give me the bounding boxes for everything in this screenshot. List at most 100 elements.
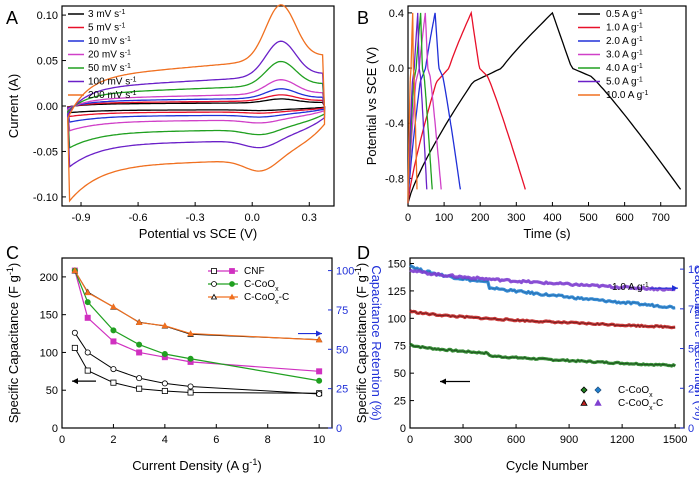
cycling-series-2 <box>409 309 676 330</box>
capacitance-point-1 <box>84 349 91 356</box>
x-axis-d-tick-label: 1200 <box>610 434 634 446</box>
legend-label-b-6: 10.0 A g-1 <box>606 90 648 102</box>
x-axis-a-tick-label: 0.0 <box>245 212 260 224</box>
x-axis-d-tick-label: 0 <box>407 434 413 446</box>
legend-label-a-5: 100 mV s-1 <box>88 76 137 88</box>
x-axis-c-tick-label: 0 <box>59 434 65 446</box>
legend-marker-d-0 <box>580 386 588 394</box>
y-axis-b-tick-label: 0.4 <box>389 8 404 20</box>
y-axis-d-tick-label: 150 <box>388 258 406 270</box>
arrow-right-c <box>298 330 322 337</box>
arrow-left-d <box>440 378 470 385</box>
x-axis-d-tick-label: 1500 <box>663 434 687 446</box>
capacitance-point-1 <box>187 383 194 390</box>
plot-frame-c <box>61 257 333 429</box>
x-axis-b-tick-label: 600 <box>615 212 633 224</box>
retention-point-1 <box>161 351 168 358</box>
y2-axis-label-d: Capacitance Retention (%) <box>692 265 699 420</box>
x-axis-b-tick-label: 700 <box>652 212 670 224</box>
x-axis-d-tick-label: 900 <box>560 434 578 446</box>
legend-label-a-1: 5 mV s-1 <box>88 22 125 34</box>
retention-point-0 <box>84 314 91 321</box>
x-axis-a-tick-label: -0.3 <box>186 212 205 224</box>
capacitance-point-1 <box>136 375 143 382</box>
y-axis-a-tick-label: -0.10 <box>33 192 58 204</box>
legend-label-a-0: 3 mV s-1 <box>88 9 125 21</box>
y2-axis-d-tick-label: 50 <box>688 344 699 356</box>
y-axis-a-tick-label: -0.05 <box>33 146 58 158</box>
x-axis-c-tick-label: 10 <box>313 434 325 446</box>
retention-point-1 <box>316 377 323 384</box>
y-axis-a-tick-label: 0.10 <box>37 10 58 22</box>
capacitance-point-0 <box>187 389 194 396</box>
legend-marker-c-2 <box>228 293 236 300</box>
y-axis-d-tick-label: 125 <box>388 286 406 298</box>
retention-line-0 <box>74 270 320 372</box>
x-axis-a-tick-label: -0.9 <box>72 212 91 224</box>
cv-curve-6 <box>67 4 326 203</box>
capacitance-point-1 <box>71 329 78 336</box>
y2-axis-label-c: Capacitance Retention (%) <box>369 265 384 420</box>
legend-marker-d-1 <box>594 386 602 394</box>
y-axis-c-tick-label: 150 <box>40 310 58 322</box>
capacitance-point-0 <box>161 387 168 394</box>
legend-label-b-5: 5.0 A g-1 <box>606 76 643 88</box>
y-axis-c-tick-label: 50 <box>46 385 58 397</box>
y2-axis-d-tick-label: 0 <box>688 423 694 435</box>
x-axis-c-tick-label: 4 <box>162 434 168 446</box>
retention-point-2 <box>110 303 117 310</box>
retention-line-1 <box>74 270 320 382</box>
legend-label-b-2: 2.0 A g-1 <box>606 36 643 48</box>
legend-label-a-6: 200 mV s-1 <box>88 90 137 102</box>
y-axis-c-tick-label: 100 <box>40 347 58 359</box>
retention-point-0 <box>316 368 323 375</box>
y2-axis-c-tick-label: 75 <box>336 305 348 317</box>
y-axis-c-tick-label: 0 <box>52 423 58 435</box>
y2-axis-c-tick-label: 25 <box>336 384 348 396</box>
capacitance-point-1 <box>110 366 117 373</box>
legend-marker-d-3 <box>594 399 602 406</box>
capacitance-point-0 <box>136 385 143 392</box>
legend-marker-c-2 <box>210 293 218 300</box>
y-axis-label-a: Current (A) <box>6 74 21 138</box>
capacitance-point-0 <box>84 367 91 374</box>
y2-axis-c-tick-label: 50 <box>336 344 348 356</box>
legend-label-c-2: C-CoOx-C <box>244 292 289 306</box>
y-axis-label-b: Potential vs SCE (V) <box>364 47 379 166</box>
x-axis-b-tick-label: 500 <box>579 212 597 224</box>
x-axis-b-tick-label: 300 <box>507 212 525 224</box>
y-axis-d-tick-label: 100 <box>388 313 406 325</box>
x-axis-c-tick-label: 8 <box>265 434 271 446</box>
legend-label-d-1: C-CoOx-C <box>618 398 663 412</box>
legend-marker-c-0 <box>211 268 217 274</box>
legend-label-a-2: 10 mV s-1 <box>88 36 131 48</box>
y-axis-a-tick-label: 0.00 <box>37 101 58 113</box>
retention-point-2 <box>135 319 143 326</box>
legend-label-c-0: CNF <box>244 266 265 277</box>
legend-label-a-3: 20 mV s-1 <box>88 49 131 61</box>
legend-label-b-4: 4.0 A g-1 <box>606 63 643 75</box>
y-axis-label-d: Specific Capacitance (F g-1) <box>353 263 369 424</box>
y-axis-b-tick-label: -0.8 <box>385 173 404 185</box>
x-axis-label-a: Potential vs SCE (V) <box>139 226 258 241</box>
legend-marker-d-2 <box>580 399 588 406</box>
chart-panel-b: -0.8 -0.4 0.0 0.4 0 100 200 300 400 500 600 700 Time… <box>364 5 687 241</box>
y-axis-c-tick-label: 200 <box>40 272 58 284</box>
plot-frame-b <box>407 5 687 207</box>
plot-frame-d <box>409 257 685 429</box>
legend-label-c-1: C-CoOx <box>244 279 279 293</box>
y2-axis-d-tick-label: 100 <box>688 264 699 276</box>
y-axis-d-tick-label: 75 <box>394 341 406 353</box>
capacitance-point-0 <box>110 379 117 386</box>
y-axis-a-tick-label: 0.05 <box>37 56 58 68</box>
chart-panel-a: -0.10 -0.05 0.00 0.05 0.10 -0.9 -0.6 -0.3 0.0 0.3… <box>6 4 335 241</box>
legend-label-b-0: 0.5 A g-1 <box>606 9 643 21</box>
panel-letter-b: B <box>357 8 369 28</box>
retention-point-1 <box>84 299 91 306</box>
y2-axis-d-tick-label: 75 <box>688 304 699 316</box>
y2-axis-c-tick-label: 0 <box>336 423 342 435</box>
y-axis-d-tick-label: 50 <box>394 368 406 380</box>
current-density-annotation: 1.0 A g-1 <box>612 282 649 294</box>
gcd-curve-5 <box>407 12 428 204</box>
